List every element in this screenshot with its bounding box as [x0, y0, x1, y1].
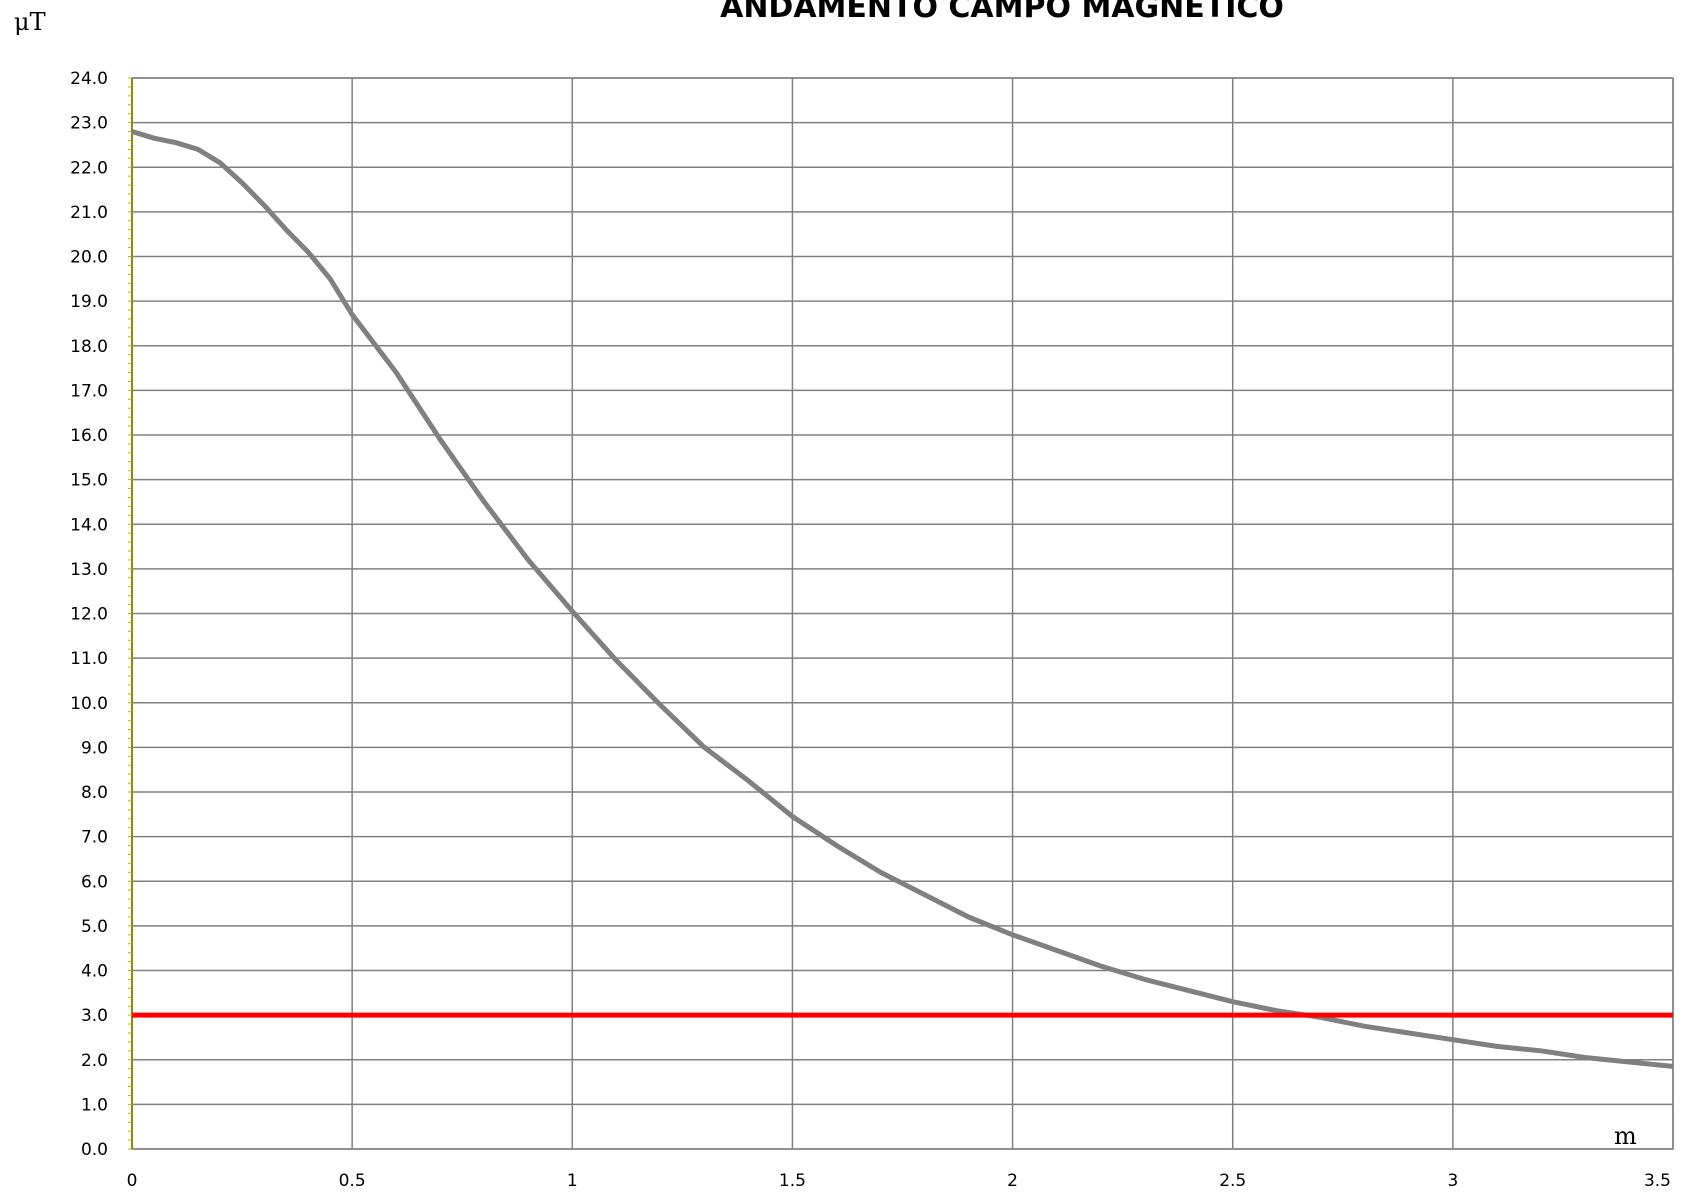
y-tick-label: 1.0 [81, 1095, 108, 1115]
y-tick-label: 4.0 [81, 962, 108, 982]
y-tick-label: 9.0 [81, 738, 108, 758]
y-tick-label: 16.0 [70, 426, 108, 446]
x-tick-label: 0 [127, 1171, 138, 1191]
y-axis-minor-ticks [128, 77, 133, 1150]
x-tick-label: 0.5 [339, 1171, 366, 1191]
x-axis-tick-labels: 0 0.5 1 1.5 2 2.5 3 3.5 [127, 1171, 1671, 1191]
y-tick-label: 13.0 [70, 560, 108, 580]
x-tick-label: 3.5 [1644, 1171, 1671, 1191]
y-tick-label: 10.0 [70, 694, 108, 714]
y-axis-tick-labels: 0.0 1.0 2.0 3.0 4.0 5.0 6.0 7.0 8.0 9.0 10.0 11.0 12… [70, 69, 108, 1160]
x-tick-label: 2.5 [1219, 1171, 1246, 1191]
x-tick-label: 1.5 [779, 1171, 806, 1191]
y-tick-label: 15.0 [70, 471, 108, 491]
grid-lines [131, 77, 1674, 1150]
y-tick-label: 3.0 [81, 1006, 108, 1026]
y-tick-label: 17.0 [70, 381, 108, 401]
series-layer [131, 129, 1674, 1069]
y-tick-label: 12.0 [70, 605, 108, 625]
y-tick-label: 24.0 [70, 69, 108, 89]
magnetic-field-curve [131, 129, 1674, 1069]
y-tick-label: 23.0 [70, 114, 108, 134]
y-tick-label: 11.0 [70, 649, 108, 669]
y-axis-unit-label: μT [14, 8, 46, 36]
x-tick-label: 2 [1007, 1171, 1018, 1191]
y-tick-label: 8.0 [81, 783, 108, 803]
y-tick-label: 20.0 [70, 248, 108, 268]
y-tick-label: 21.0 [70, 203, 108, 223]
y-tick-label: 7.0 [81, 828, 108, 848]
x-tick-label: 3 [1447, 1171, 1458, 1191]
y-tick-label: 2.0 [81, 1051, 108, 1071]
y-tick-label: 19.0 [70, 292, 108, 312]
y-tick-label: 6.0 [81, 872, 108, 892]
y-tick-label: 18.0 [70, 337, 108, 357]
chart-title: ANDAMENTO CAMPO MAGNETICO [720, 0, 1284, 25]
y-tick-label: 14.0 [70, 515, 108, 535]
y-tick-label: 22.0 [70, 158, 108, 178]
x-tick-label: 1 [567, 1171, 578, 1191]
y-tick-label: 5.0 [81, 917, 108, 937]
x-axis-unit-label: m [1614, 1122, 1637, 1150]
y-tick-label: 0.0 [81, 1140, 108, 1160]
